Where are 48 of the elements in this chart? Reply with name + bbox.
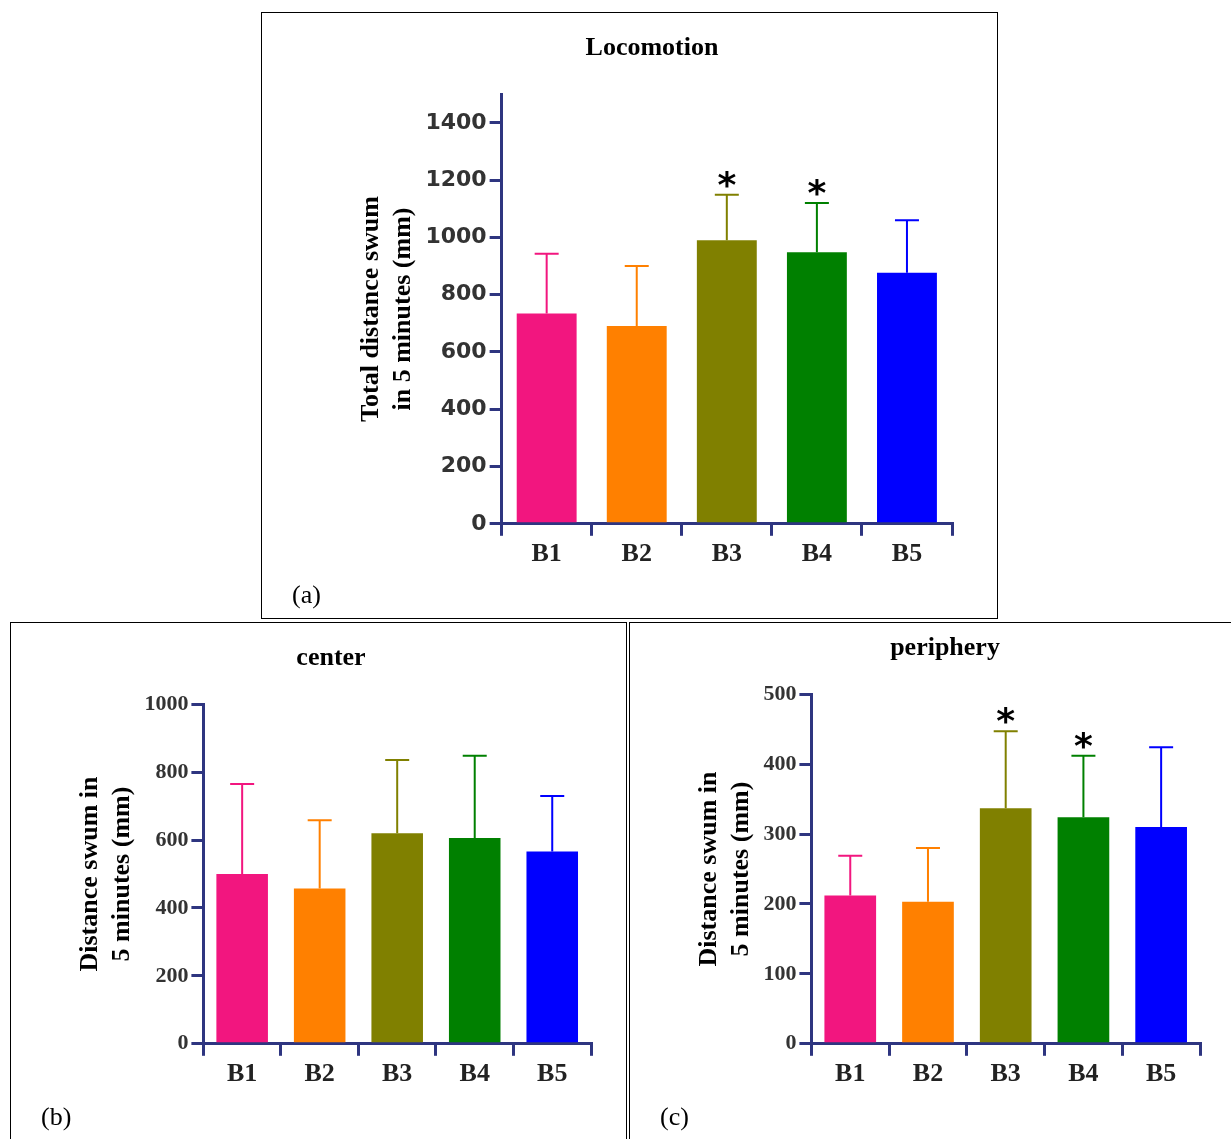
y-tick-label: 200: [440, 452, 487, 478]
x-tick-label: B4: [1068, 1058, 1099, 1088]
y-tick-label: 600: [155, 825, 189, 851]
x-tick-label: B5: [537, 1058, 568, 1088]
y-tick-label: 400: [440, 394, 487, 420]
y-axis-title: Distance swum in 5 minutes (mm): [74, 775, 135, 972]
y-tick-label: 100: [763, 959, 797, 985]
y-tick-label: 600: [440, 337, 487, 363]
x-tick-label: B4: [801, 538, 833, 568]
y-tick-label: 1200: [425, 165, 487, 191]
x-tick-label: B2: [912, 1058, 944, 1088]
y-tick-label: 1000: [144, 689, 189, 715]
y-tick-label: 0: [177, 1029, 189, 1055]
text: (b): [41, 1102, 72, 1132]
x-tick-label: B2: [304, 1058, 335, 1088]
y-tick-label: 200: [763, 889, 797, 915]
x-tick-label: B4: [459, 1058, 490, 1088]
annotation: *: [996, 700, 1016, 742]
x-tick-label: B3: [382, 1058, 413, 1088]
annotation: *: [807, 172, 827, 214]
annotation: *: [717, 163, 737, 205]
y-axis-title: Distance swum in 5 minutes (mm): [693, 770, 754, 967]
x-tick-label: B1: [226, 1058, 258, 1088]
text: (c): [660, 1102, 689, 1132]
y-tick-label: 0: [471, 509, 487, 535]
annotation: *: [1074, 724, 1094, 766]
x-tick-label: B5: [1145, 1058, 1177, 1088]
y-tick-label: 200: [155, 961, 189, 987]
y-tick-label: 800: [155, 757, 189, 783]
x-tick-label: B2: [621, 538, 652, 568]
y-tick-label: 800: [440, 280, 487, 306]
y-tick-label: 500: [763, 679, 797, 705]
y-axis-title: Total distance swum in 5 minutes (mm): [355, 195, 416, 422]
text: (a): [292, 580, 321, 610]
y-tick-label: 1400: [425, 108, 487, 134]
y-tick-label: 0: [785, 1029, 797, 1055]
y-tick-label: 400: [155, 893, 189, 919]
chart-title: periphery: [890, 632, 1000, 662]
x-tick-label: B5: [891, 538, 923, 568]
chart-title: center: [296, 642, 366, 672]
x-tick-label: B1: [531, 538, 562, 568]
chart-title: Locomotion: [585, 32, 719, 62]
x-tick-label: B3: [711, 538, 742, 568]
y-tick-label: 400: [763, 749, 797, 775]
x-tick-label: B3: [990, 1058, 1021, 1088]
x-tick-label: B1: [835, 1058, 866, 1088]
y-tick-label: 1000: [425, 223, 487, 249]
y-tick-label: 300: [763, 819, 797, 845]
